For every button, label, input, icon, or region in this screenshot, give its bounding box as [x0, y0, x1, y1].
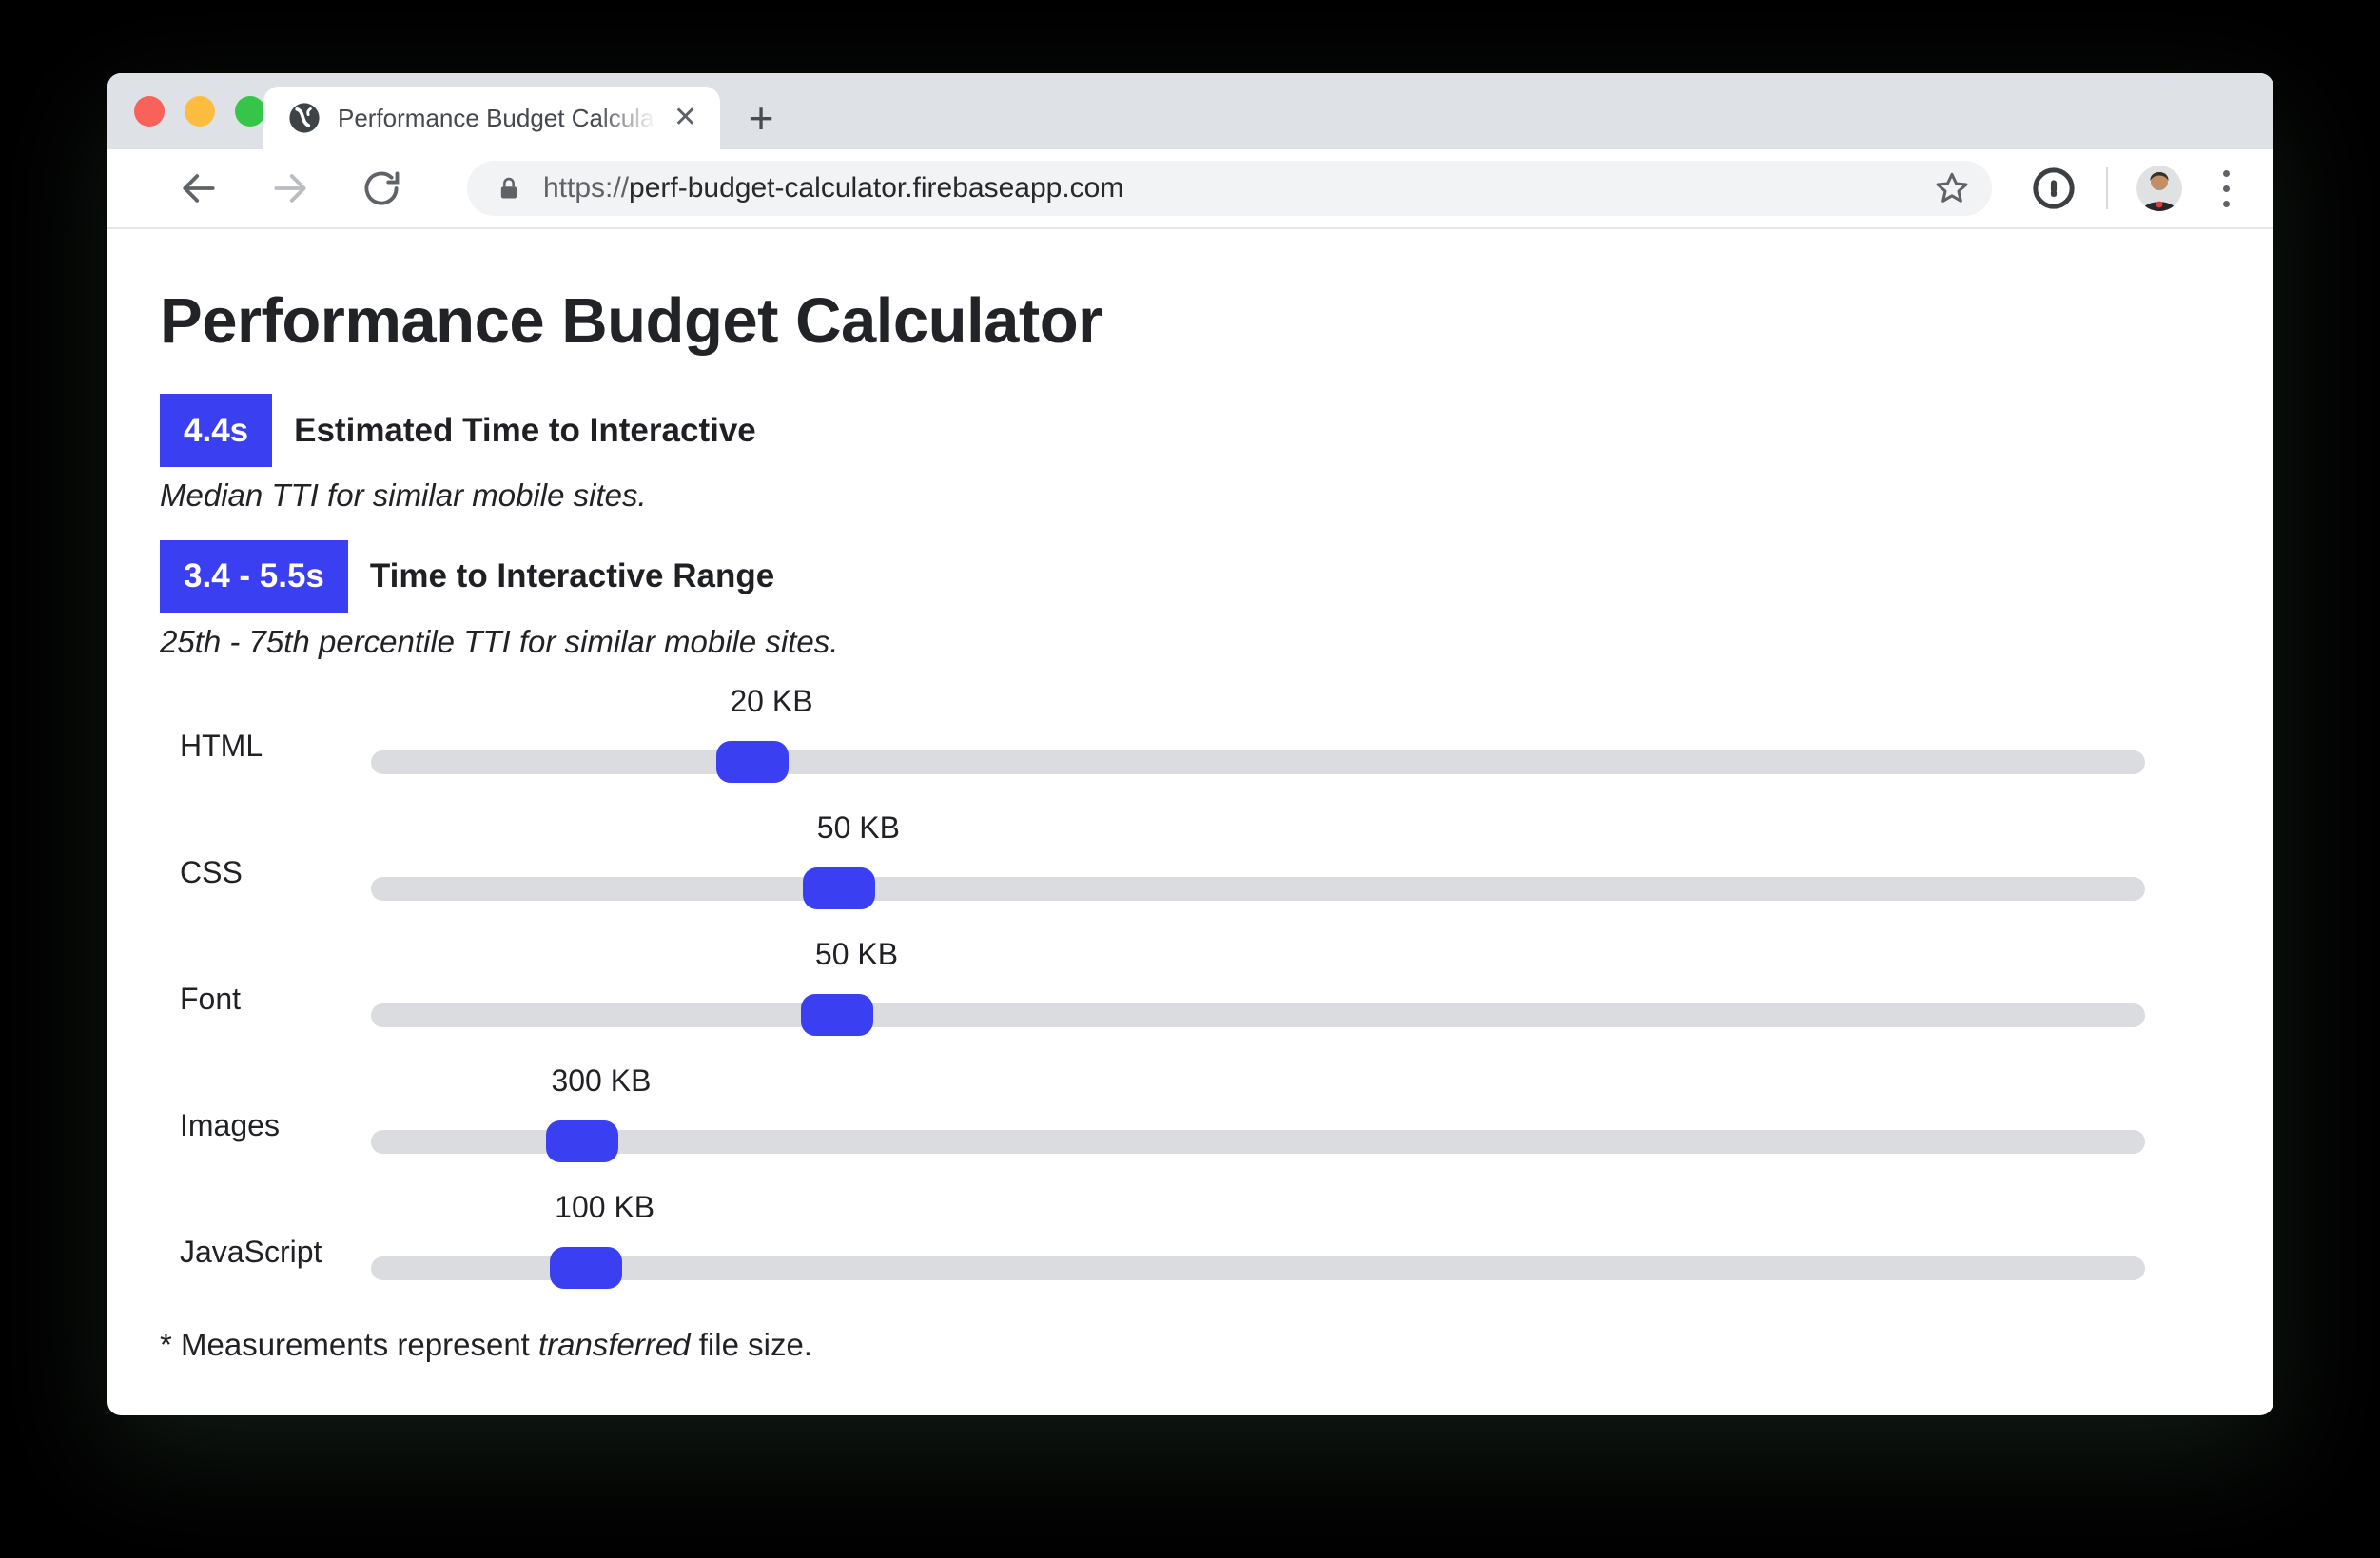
back-button[interactable] — [176, 166, 222, 211]
slider-track[interactable] — [371, 1256, 2145, 1281]
slider-value: 20 KB — [730, 684, 813, 719]
tab-strip: Performance Budget Calculator ✕ + — [107, 73, 2273, 149]
browser-tab[interactable]: Performance Budget Calculator ✕ — [263, 87, 720, 149]
metric-estimated-tti: 4.4s Estimated Time to Interactive Media… — [160, 394, 2145, 517]
metric-description: 25th - 75th percentile TTI for similar m… — [160, 623, 839, 659]
tti-range-badge: 3.4 - 5.5s — [160, 539, 348, 613]
browser-toolbar: https://perf-budget-calculator.firebasea… — [107, 149, 2273, 229]
metric-label: Estimated Time to Interactive — [294, 411, 756, 449]
footnote: * Measurements represent transferred fil… — [160, 1327, 2145, 1363]
metric-label: Time to Interactive Range — [369, 557, 775, 595]
slider-thumb[interactable] — [801, 994, 874, 1037]
footnote-prefix: * Measurements represent — [160, 1327, 539, 1363]
slider-thumb[interactable] — [549, 1247, 622, 1290]
forward-button[interactable] — [267, 166, 313, 211]
slider-thumb[interactable] — [803, 867, 876, 910]
slider-label: Font — [180, 982, 242, 1017]
tti-badge: 4.4s — [160, 394, 273, 467]
slider[interactable]: 50 KB — [371, 916, 2145, 1042]
footnote-suffix: file size. — [690, 1327, 812, 1363]
slider-row: HTML 20 KB — [160, 663, 2145, 789]
zoom-window-button[interactable] — [235, 96, 265, 127]
profile-avatar[interactable] — [2136, 166, 2182, 211]
slider-value: 50 KB — [814, 937, 899, 972]
slider-thumb[interactable] — [545, 1120, 618, 1163]
close-window-button[interactable] — [134, 96, 165, 127]
slider[interactable]: 20 KB — [371, 663, 2145, 789]
page-title: Performance Budget Calculator — [160, 285, 1102, 357]
slider-row: JavaScript 100 KB — [160, 1169, 2145, 1295]
footnote-italic: transferred — [538, 1327, 691, 1363]
slider-value: 300 KB — [551, 1063, 652, 1099]
slider-track[interactable] — [371, 877, 2145, 902]
slider-row: CSS 50 KB — [160, 789, 2145, 916]
sliders: HTML 20 KB CSS 50 KB Font 50 KB Images 3… — [160, 663, 2145, 1295]
metric-tti-range: 3.4 - 5.5s Time to Interactive Range 25t… — [160, 539, 2145, 664]
slider-thumb[interactable] — [715, 741, 789, 784]
slider-track[interactable] — [371, 750, 2145, 775]
reload-button[interactable] — [359, 166, 404, 211]
url-text: https://perf-budget-calculator.firebasea… — [543, 172, 1123, 204]
slider-track[interactable] — [371, 1003, 2145, 1028]
url-scheme: https:// — [543, 172, 630, 204]
tab-title: Performance Budget Calculator — [338, 103, 670, 132]
url-host: perf-budget-calculator.firebaseapp.com — [629, 172, 1124, 204]
slider-label: JavaScript — [180, 1235, 322, 1270]
slider-label: HTML — [180, 729, 263, 764]
extension-icon[interactable] — [2032, 166, 2076, 210]
favicon-globe-icon — [288, 102, 321, 134]
slider[interactable]: 50 KB — [371, 789, 2145, 916]
toolbar-divider — [2106, 167, 2108, 209]
minimize-window-button[interactable] — [185, 96, 215, 127]
slider-label: Images — [180, 1108, 280, 1143]
metric-description: Median TTI for similar mobile sites. — [160, 477, 647, 513]
tab-close-icon[interactable]: ✕ — [673, 102, 697, 133]
slider-label: CSS — [180, 855, 243, 890]
slider-row: Images 300 KB — [160, 1042, 2145, 1169]
new-tab-button[interactable]: + — [748, 93, 774, 143]
slider-row: Font 50 KB — [160, 916, 2145, 1042]
slider[interactable]: 100 KB — [371, 1169, 2145, 1295]
page-content: Performance Budget Calculator 4.4s Estim… — [107, 229, 2273, 1364]
url-bar[interactable]: https://perf-budget-calculator.firebasea… — [467, 161, 1992, 216]
slider-value: 50 KB — [816, 810, 900, 846]
traffic-lights — [134, 96, 265, 127]
browser-menu-icon[interactable] — [2207, 165, 2245, 213]
slider[interactable]: 300 KB — [371, 1042, 2145, 1169]
slider-track[interactable] — [371, 1130, 2145, 1155]
bookmark-star-icon[interactable] — [1933, 169, 1971, 207]
browser-window: Performance Budget Calculator ✕ + — [107, 73, 2273, 1415]
lock-icon — [496, 175, 522, 202]
slider-value: 100 KB — [555, 1190, 655, 1225]
